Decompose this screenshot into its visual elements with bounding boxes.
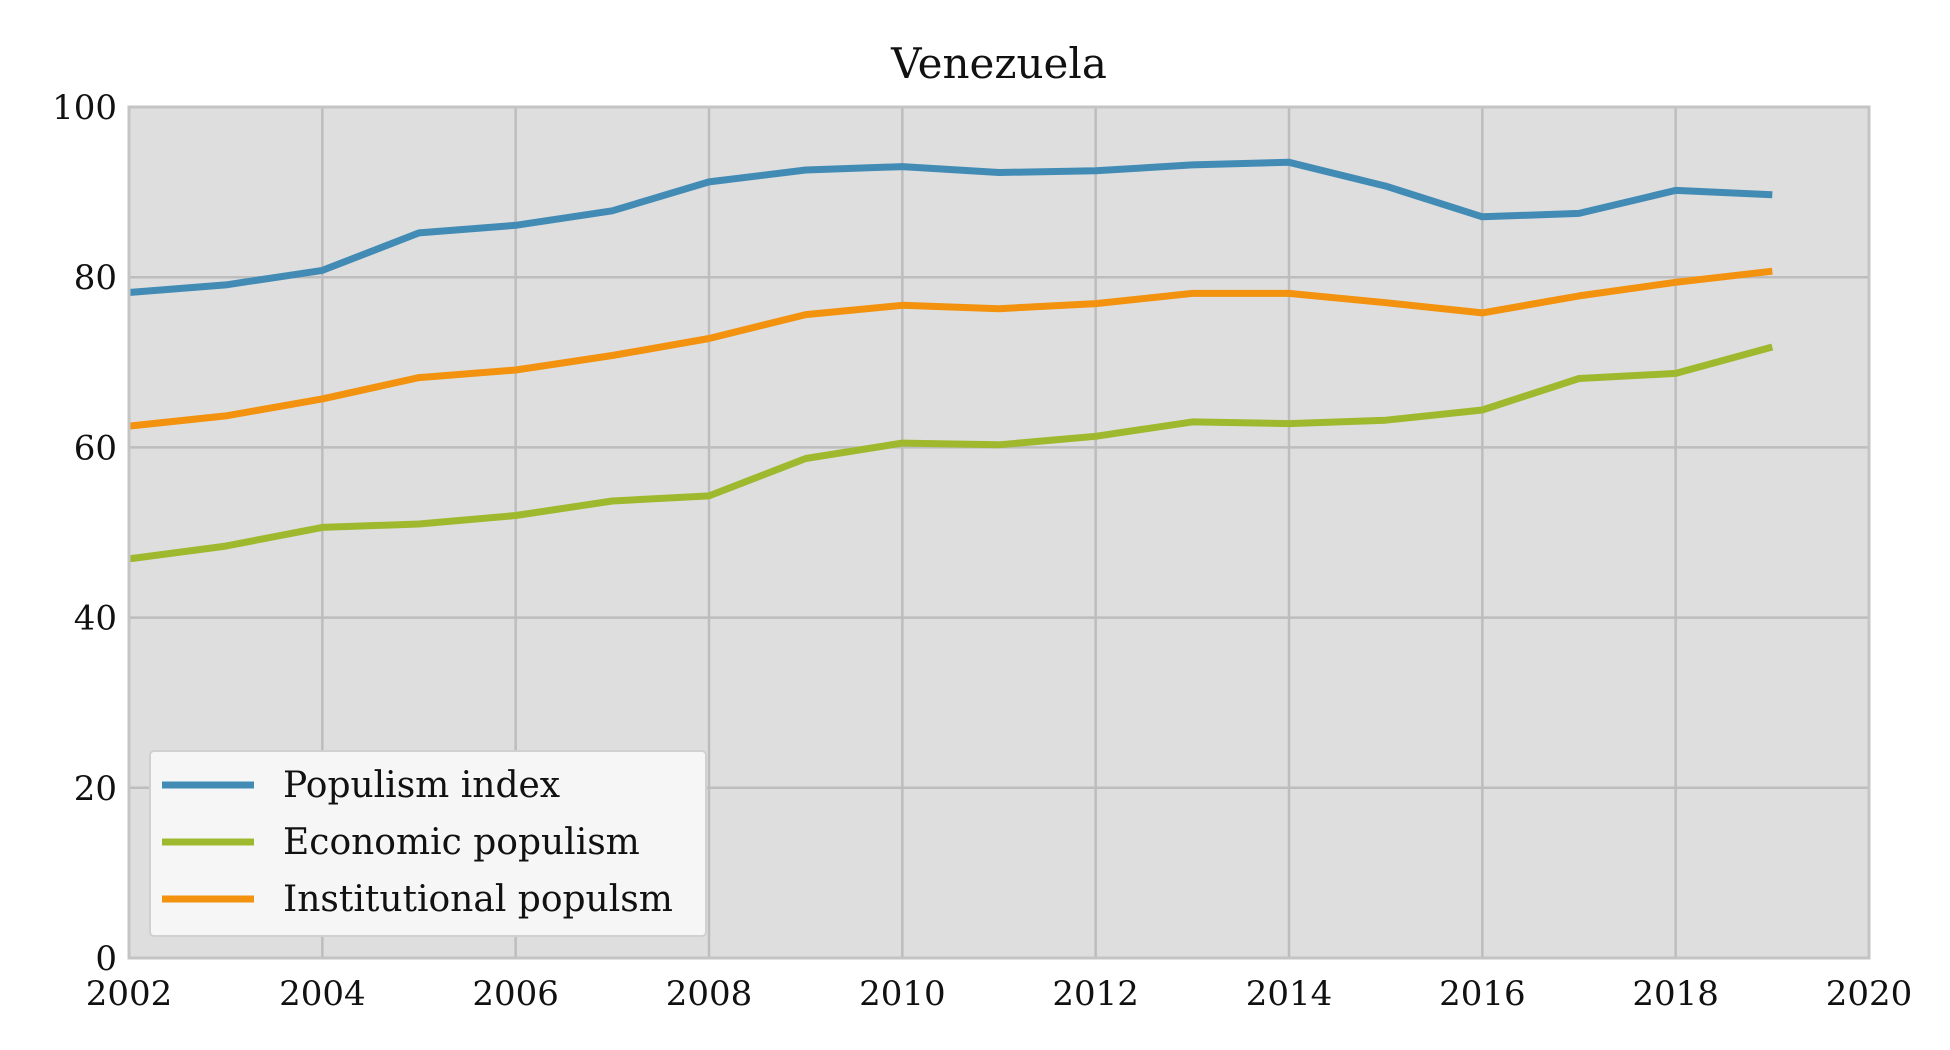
x-tick-label: 2004	[279, 974, 366, 1014]
x-axis-tick-labels: 2002 2004 2006 2008 2010 2012 2014 2016 2018 2020	[86, 974, 1913, 1014]
y-axis-tick-labels: 0 20 40 60 80 100	[52, 88, 117, 979]
legend: Populism index Economic populism Institu…	[149, 750, 707, 937]
y-tick-label: 60	[74, 428, 117, 468]
legend-label-institutional-populism: Institutional populsm	[283, 879, 673, 920]
plot-frame	[127, 105, 1871, 960]
chart-title: Venezuela	[890, 39, 1107, 88]
series-line-institutional-populsm	[128, 267, 1773, 430]
x-tick-label: 2010	[859, 974, 946, 1014]
x-tick-label: 2018	[1632, 974, 1719, 1014]
y-tick-label: 20	[74, 769, 117, 809]
x-tick-label: 2002	[86, 974, 173, 1014]
y-tick-label: 0	[95, 939, 117, 979]
y-tick-label: 40	[74, 599, 117, 639]
x-tick-label: 2006	[472, 974, 559, 1014]
y-tick-label: 80	[74, 258, 117, 298]
legend-label-economic-populism: Economic populism	[283, 822, 640, 863]
y-tick-label: 100	[52, 88, 117, 128]
x-tick-label: 2016	[1439, 974, 1526, 1014]
legend-box	[149, 750, 707, 937]
series-line-populism-index	[128, 158, 1773, 296]
legend-label-populism-index: Populism index	[283, 765, 560, 806]
x-tick-label: 2008	[666, 974, 753, 1014]
x-tick-label: 2020	[1826, 974, 1913, 1014]
x-tick-label: 2014	[1246, 974, 1333, 1014]
x-tick-label: 2012	[1052, 974, 1139, 1014]
series-lines	[128, 158, 1774, 563]
series-line-economic-populism	[128, 343, 1774, 563]
